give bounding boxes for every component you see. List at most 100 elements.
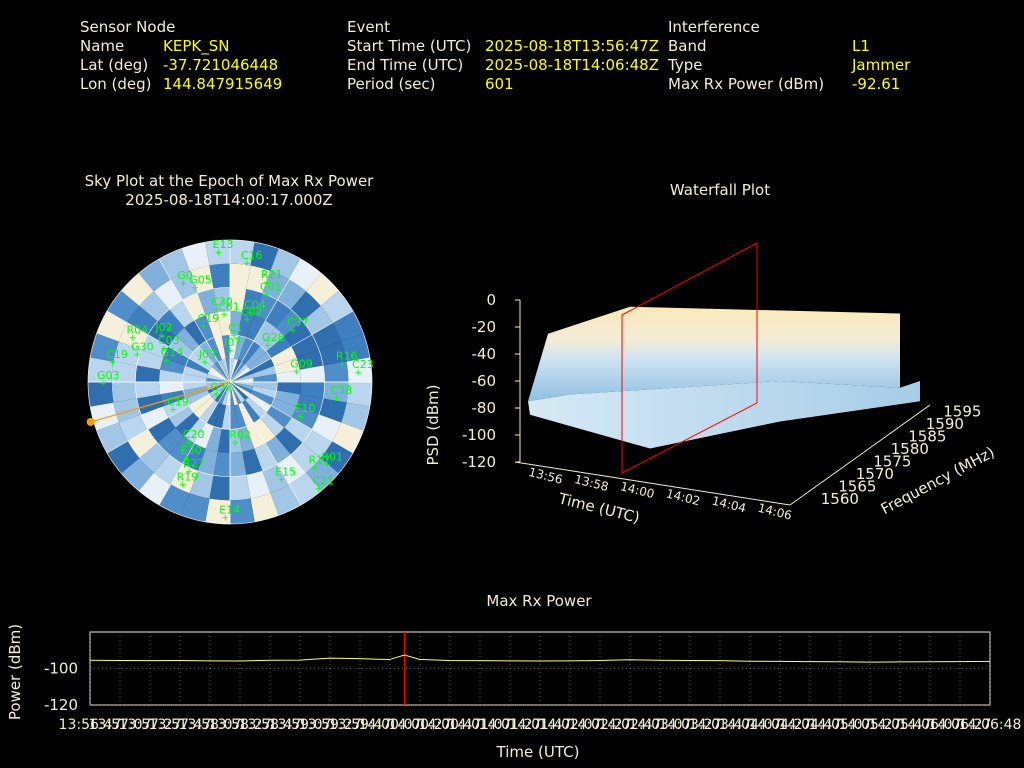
sky-cell [230, 498, 255, 524]
sky-cell [169, 436, 195, 464]
sky-cell [230, 240, 255, 266]
waterfall-cursor-plane [621, 242, 758, 474]
sky-cell [246, 422, 266, 449]
sky-cell [284, 321, 312, 347]
satellite-label: C02 [241, 305, 263, 318]
satellite-marker: + [191, 283, 199, 293]
satellite-label: C04 [244, 299, 266, 312]
psd-tick-label: -100 [462, 426, 496, 444]
sky-cell [90, 402, 119, 431]
power-x-tick-label: 14:05:47 [869, 717, 932, 733]
type-label: Type [668, 56, 703, 74]
sky-cell [253, 418, 276, 444]
sky-cell [230, 334, 239, 359]
sky-cell [230, 405, 239, 430]
sky-cell [299, 365, 325, 382]
satellite-marker: + [99, 379, 107, 389]
power-x-tick-label: 13:57:47 [149, 717, 212, 733]
sky-cell [230, 358, 235, 382]
power-plot: 13:56:4713:57:0713:57:2713:57:4713:58:07… [6, 624, 1021, 761]
time-tick-label: 14:04 [711, 494, 748, 516]
sky-cell [274, 390, 300, 407]
sky-cell [254, 443, 278, 471]
satellite-marker: + [292, 367, 300, 377]
end-label: End Time (UTC) [347, 56, 464, 74]
sky-cell [275, 427, 303, 455]
sky-cell [194, 315, 214, 342]
sky-cell [118, 322, 149, 350]
sky-cell [230, 382, 254, 387]
sky-cell [213, 335, 226, 360]
period-label: Period (sec) [347, 75, 436, 93]
time-tick-label: 14:00 [619, 479, 656, 501]
sky-cell [252, 365, 277, 378]
power-x-tick-label: 13:56:47 [59, 717, 122, 733]
sky-cell [199, 400, 219, 423]
sky-cell [170, 463, 198, 494]
sky-cell [265, 300, 291, 328]
sky-cell [135, 365, 161, 382]
band-label: Band [668, 37, 707, 55]
sky-cell [205, 426, 222, 452]
psd-tick-label: -20 [472, 318, 497, 336]
frequency-tick-label: 1565 [838, 477, 876, 495]
sky-cell [241, 400, 261, 423]
sky-cell [205, 312, 222, 338]
lon-label: Lon (deg) [80, 75, 152, 93]
power-label: Max Rx Power (dBm) [668, 75, 825, 93]
sky-cell [182, 293, 206, 321]
power-x-tick-label: 13:58:47 [239, 717, 302, 733]
sky-cell [175, 412, 200, 437]
sky-cell [181, 242, 210, 271]
satellite-marker: + [231, 439, 239, 449]
satellite-marker: + [246, 309, 254, 319]
satellite-marker: + [163, 356, 171, 366]
sky-cell [245, 397, 267, 419]
skyplot-title: Sky Plot at the Epoch of Max Rx Power [84, 172, 374, 190]
sensor-info: Sensor Node Name KEPK_SN Lat (deg) -37.721… [80, 18, 282, 94]
sky-cell [139, 442, 170, 473]
sky-cell [234, 404, 247, 429]
satellite-label: E14 [219, 503, 240, 516]
sky-cell [230, 451, 247, 477]
satellite-marker: + [220, 311, 228, 321]
sky-cell [211, 363, 230, 382]
sky-cell [141, 334, 169, 358]
sky-cell [118, 414, 149, 442]
sky-cell [221, 358, 230, 382]
sky-cell [213, 404, 226, 429]
sky-cell [230, 475, 251, 501]
sky-cell [254, 293, 278, 321]
satellite-label: C19 [197, 312, 219, 325]
power-x-tick-label: 14:03:27 [659, 717, 722, 733]
max-power-direction [93, 381, 231, 422]
satellite-label: C37 [287, 316, 309, 329]
sky-cell [238, 426, 255, 452]
satellite-label: C30 [211, 295, 233, 308]
sky-cell [311, 414, 342, 442]
power-x-tick-label: 14:01:47 [509, 717, 572, 733]
sky-cell [157, 309, 185, 337]
satellite-marker: + [179, 279, 187, 289]
sky-cell [113, 398, 142, 423]
sky-cell [157, 427, 185, 455]
type-value: Jammer [852, 56, 911, 74]
sky-cell [159, 369, 184, 382]
sky-cell [318, 341, 347, 366]
satellite-label: C61 [218, 301, 240, 314]
name-label: Name [80, 37, 125, 55]
satellite-marker: + [354, 368, 362, 378]
sky-cell [242, 448, 263, 476]
sky-cell [290, 291, 321, 322]
power-x-tick-label: 14:05:07 [809, 717, 872, 733]
skyplot-subtitle: 2025-08-18T14:00:17.000Z [125, 191, 333, 209]
sky-cell [230, 363, 249, 382]
sky-cell [88, 357, 114, 382]
power-x-tick-label: 14:03:07 [629, 717, 692, 733]
sky-cell [252, 386, 277, 399]
power-x-tick-label: 13:57:07 [89, 717, 152, 733]
sky-cell [230, 428, 243, 453]
satellite-label: E10 [294, 402, 315, 415]
power-x-tick-label: 14:03:47 [689, 717, 752, 733]
sky-cell [253, 382, 278, 391]
